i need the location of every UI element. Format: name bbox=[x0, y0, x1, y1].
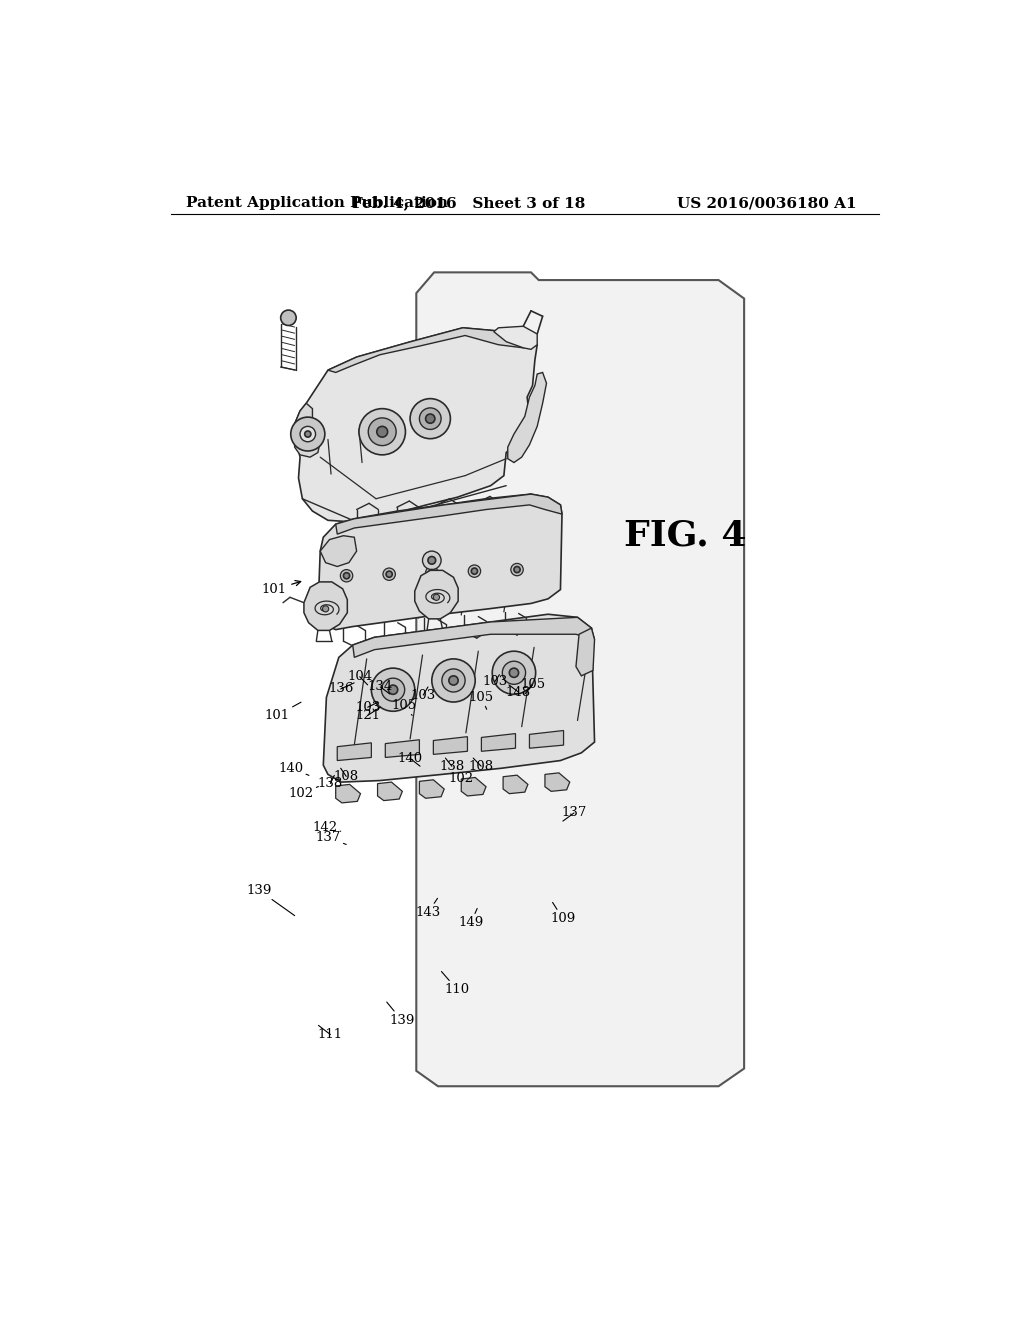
Text: US 2016/0036180 A1: US 2016/0036180 A1 bbox=[677, 197, 856, 210]
Text: 108: 108 bbox=[334, 768, 358, 783]
Circle shape bbox=[340, 570, 352, 582]
Circle shape bbox=[449, 676, 458, 685]
Circle shape bbox=[388, 685, 397, 694]
Text: 140: 140 bbox=[279, 762, 309, 775]
Circle shape bbox=[514, 566, 520, 573]
Polygon shape bbox=[461, 777, 486, 796]
Text: 103: 103 bbox=[482, 675, 507, 688]
Polygon shape bbox=[321, 536, 356, 566]
Circle shape bbox=[343, 573, 349, 578]
Polygon shape bbox=[295, 327, 538, 521]
Circle shape bbox=[323, 606, 329, 612]
Polygon shape bbox=[481, 734, 515, 751]
Circle shape bbox=[433, 594, 439, 601]
Polygon shape bbox=[433, 737, 467, 755]
Text: 140: 140 bbox=[397, 751, 422, 766]
Polygon shape bbox=[503, 775, 528, 793]
Circle shape bbox=[281, 310, 296, 326]
Circle shape bbox=[493, 651, 536, 694]
Text: 139: 139 bbox=[246, 883, 295, 916]
Circle shape bbox=[369, 418, 396, 446]
Circle shape bbox=[291, 417, 325, 451]
Circle shape bbox=[377, 426, 388, 437]
Polygon shape bbox=[304, 582, 347, 631]
Polygon shape bbox=[336, 494, 562, 535]
Circle shape bbox=[503, 661, 525, 684]
Text: 136: 136 bbox=[328, 682, 354, 696]
Text: 103: 103 bbox=[411, 686, 436, 701]
Circle shape bbox=[426, 414, 435, 424]
Text: 148: 148 bbox=[506, 685, 531, 698]
Circle shape bbox=[442, 669, 465, 692]
Circle shape bbox=[511, 564, 523, 576]
Polygon shape bbox=[420, 780, 444, 799]
Text: 138: 138 bbox=[439, 758, 465, 772]
Circle shape bbox=[471, 568, 477, 574]
Text: 121: 121 bbox=[355, 708, 380, 722]
Text: 139: 139 bbox=[387, 1002, 415, 1027]
Circle shape bbox=[300, 426, 315, 442]
Text: 142: 142 bbox=[312, 821, 341, 834]
Text: 101: 101 bbox=[264, 702, 301, 722]
Text: 104: 104 bbox=[347, 671, 373, 685]
Text: Feb. 4, 2016   Sheet 3 of 18: Feb. 4, 2016 Sheet 3 of 18 bbox=[352, 197, 586, 210]
Text: 105: 105 bbox=[520, 678, 546, 694]
Text: 105: 105 bbox=[391, 698, 417, 715]
Circle shape bbox=[386, 572, 392, 577]
Polygon shape bbox=[295, 404, 321, 457]
Polygon shape bbox=[575, 628, 595, 676]
Text: 103: 103 bbox=[355, 701, 380, 714]
Circle shape bbox=[383, 568, 395, 581]
Polygon shape bbox=[378, 781, 402, 800]
Text: 110: 110 bbox=[441, 972, 470, 997]
Polygon shape bbox=[328, 327, 538, 372]
Circle shape bbox=[381, 678, 404, 701]
Polygon shape bbox=[494, 326, 538, 350]
Polygon shape bbox=[529, 730, 563, 748]
Polygon shape bbox=[415, 570, 458, 619]
Circle shape bbox=[426, 566, 438, 578]
Text: 109: 109 bbox=[550, 903, 575, 925]
Text: FIG. 4: FIG. 4 bbox=[624, 519, 746, 553]
Text: 102: 102 bbox=[449, 768, 474, 785]
Text: 149: 149 bbox=[458, 908, 483, 929]
Text: 102: 102 bbox=[289, 787, 318, 800]
Text: Patent Application Publication: Patent Application Publication bbox=[186, 197, 449, 210]
Circle shape bbox=[359, 409, 406, 455]
Text: 134: 134 bbox=[368, 680, 393, 694]
Polygon shape bbox=[417, 272, 744, 1086]
Circle shape bbox=[372, 668, 415, 711]
Polygon shape bbox=[317, 494, 562, 630]
Text: 138: 138 bbox=[317, 775, 343, 789]
Polygon shape bbox=[324, 614, 595, 781]
Text: 143: 143 bbox=[416, 899, 440, 919]
Polygon shape bbox=[352, 618, 595, 657]
Polygon shape bbox=[545, 774, 569, 792]
Text: 108: 108 bbox=[469, 758, 494, 772]
Polygon shape bbox=[385, 739, 420, 758]
Polygon shape bbox=[337, 743, 372, 760]
Text: 101: 101 bbox=[261, 581, 301, 597]
Circle shape bbox=[432, 659, 475, 702]
Text: 137: 137 bbox=[315, 830, 346, 845]
Circle shape bbox=[429, 570, 435, 576]
Polygon shape bbox=[508, 372, 547, 462]
Polygon shape bbox=[336, 784, 360, 803]
Circle shape bbox=[428, 557, 435, 564]
Circle shape bbox=[410, 399, 451, 438]
Circle shape bbox=[509, 668, 518, 677]
Circle shape bbox=[420, 408, 441, 429]
Circle shape bbox=[305, 430, 311, 437]
Text: 111: 111 bbox=[317, 1026, 343, 1041]
Text: 105: 105 bbox=[469, 690, 494, 709]
Text: 137: 137 bbox=[561, 807, 587, 821]
Circle shape bbox=[423, 552, 441, 570]
Circle shape bbox=[468, 565, 480, 577]
